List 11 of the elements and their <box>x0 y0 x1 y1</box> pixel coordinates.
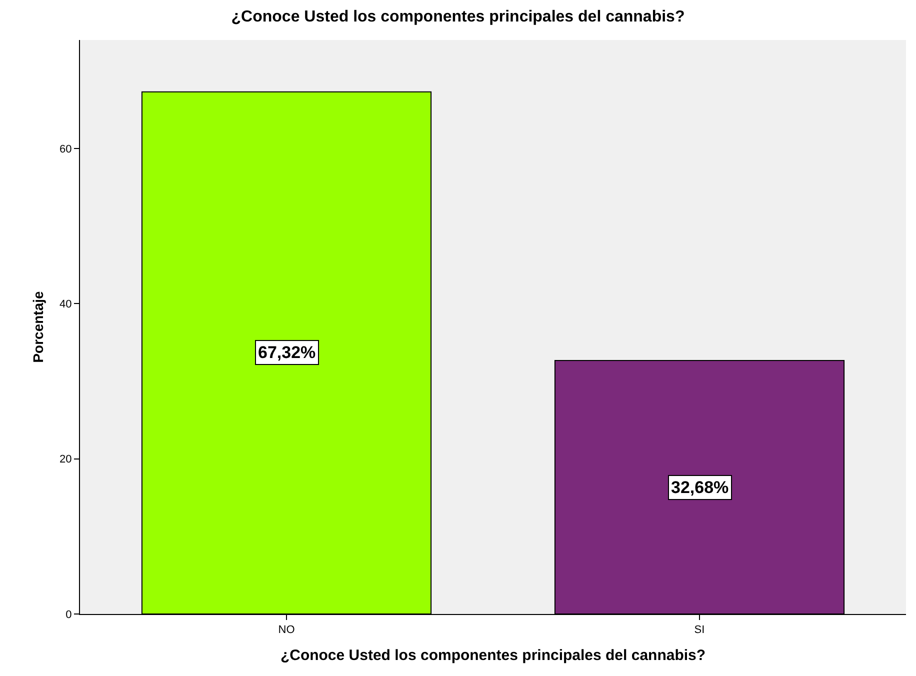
y-axis-title: Porcentaje <box>30 290 46 363</box>
y-tick-label: 0 <box>66 608 72 621</box>
y-tick-label: 20 <box>60 454 72 466</box>
chart-title: ¿Conoce Usted los componentes principales del cannabis? <box>231 8 685 26</box>
x-axis-title: ¿Conoce Usted los componentes principales del cannabis? <box>280 647 706 664</box>
y-tick-label: 40 <box>60 298 72 311</box>
y-tick-label: 60 <box>60 143 72 156</box>
x-tick-label: SI <box>694 624 705 636</box>
data-label: 67,32% <box>258 343 316 362</box>
data-label: 32,68% <box>671 478 729 497</box>
x-tick-label: NO <box>278 624 296 636</box>
